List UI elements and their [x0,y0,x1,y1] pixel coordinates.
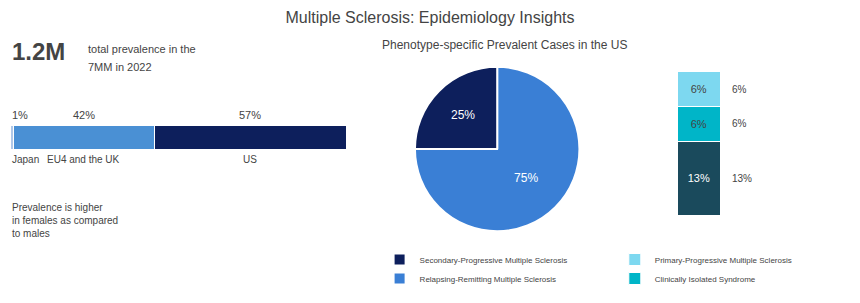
svg-text:6%: 6% [691,118,707,130]
svg-text:Primary-Progressive Multiple S: Primary-Progressive Multiple Sclerosis [655,256,792,265]
svg-text:total prevalence in the: total prevalence in the [88,43,196,55]
svg-text:Multiple Sclerosis: Epidemiolo: Multiple Sclerosis: Epidemiology Insight… [285,9,574,26]
svg-text:6%: 6% [732,118,747,129]
svg-text:1.2M: 1.2M [12,38,65,65]
svg-text:Clinically Isolated Syndrome: Clinically Isolated Syndrome [655,275,756,284]
svg-text:1%: 1% [12,109,28,121]
svg-text:25%: 25% [451,108,475,122]
svg-text:75%: 75% [514,171,538,185]
svg-text:13%: 13% [688,172,710,184]
svg-text:Phenotype-specific Prevalent C: Phenotype-specific Prevalent Cases in th… [382,38,627,52]
svg-text:57%: 57% [239,109,261,121]
svg-text:Secondary-Progressive Multiple: Secondary-Progressive Multiple Sclerosis [420,256,568,265]
svg-text:7MM in 2022: 7MM in 2022 [88,61,152,73]
svg-text:US: US [243,154,257,165]
svg-text:6%: 6% [732,84,747,95]
svg-text:Japan: Japan [12,154,39,165]
svg-text:Prevalence is higherin females: Prevalence is higherin females as compar… [12,202,118,239]
svg-text:EU4 and the UK: EU4 and the UK [47,154,120,165]
svg-text:Relapsing-Remitting Multiple S: Relapsing-Remitting Multiple Sclerosis [420,275,556,284]
svg-text:42%: 42% [73,109,95,121]
svg-text:13%: 13% [732,173,752,184]
svg-text:6%: 6% [691,83,707,95]
